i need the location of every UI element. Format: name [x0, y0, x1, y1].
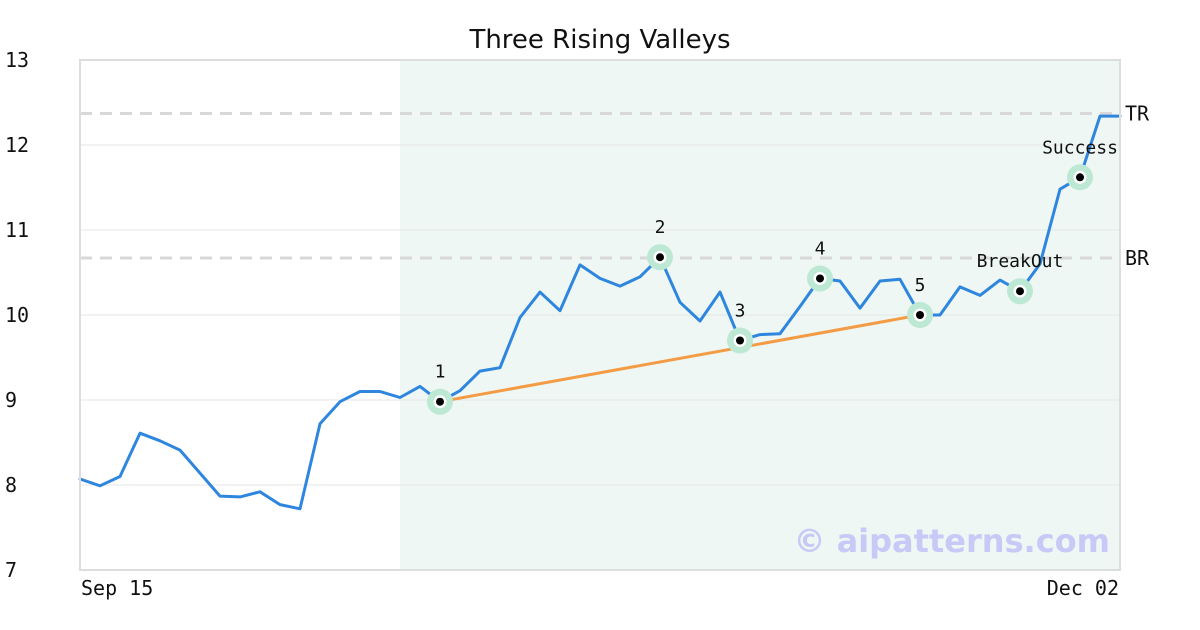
price-line: [78, 114, 1122, 511]
marked-point: 2: [647, 217, 673, 271]
marked-point: 4: [807, 238, 833, 292]
marker-dot: [816, 274, 824, 283]
trend-line: [439, 313, 921, 404]
reference-label-tr: TR: [1125, 102, 1150, 126]
point-label: 1: [435, 362, 446, 383]
marked-point: 3: [727, 301, 753, 354]
point-label: Success: [1042, 137, 1118, 158]
point-label: 2: [655, 217, 666, 238]
chart-title: Three Rising Valleys: [468, 25, 730, 55]
marker-dot: [736, 336, 744, 345]
marked-point: BreakOut: [977, 251, 1064, 305]
point-label: 4: [815, 238, 826, 259]
grid-layer: [80, 144, 1120, 486]
y-tick-label: 8: [5, 473, 17, 497]
x-tick-label: Dec 02: [1047, 576, 1119, 600]
point-label: BreakOut: [977, 251, 1064, 272]
plot-frame: [79, 59, 1121, 571]
marked-point: 1: [427, 362, 453, 415]
point-label: 5: [915, 275, 926, 296]
marker-layer: 1 2 3 4 5 BreakOut Success: [427, 137, 1118, 415]
y-tick-label: 10: [5, 303, 29, 327]
marker-dot: [656, 253, 664, 262]
y-tick-label: 12: [5, 133, 29, 157]
series-layer: [78, 114, 1122, 511]
marked-point: Success: [1042, 137, 1118, 191]
marker-dot: [1016, 287, 1024, 296]
trend-layer: [439, 313, 921, 404]
marker-dot: [436, 397, 444, 406]
watermark: © aipatterns.com: [793, 522, 1110, 560]
y-tick-label: 9: [5, 388, 17, 412]
point-label: 3: [735, 301, 746, 322]
y-tick-label: 11: [5, 218, 29, 242]
y-tick-label: 7: [5, 558, 17, 582]
x-tick-label: Sep 15: [81, 576, 153, 600]
marker-dot: [916, 311, 924, 319]
reference-label-br: BR: [1125, 246, 1150, 270]
marked-point: 5: [907, 275, 933, 328]
y-tick-label: 13: [5, 48, 29, 72]
marker-dot: [1076, 173, 1084, 182]
reference-lines: TR BR: [80, 102, 1150, 270]
